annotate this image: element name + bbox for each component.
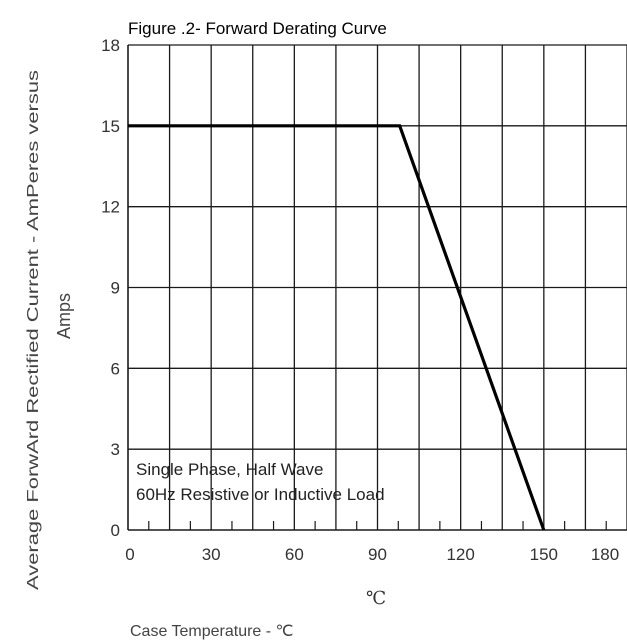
grid xyxy=(127,44,627,531)
x-tick-label-180: 180 xyxy=(591,545,619,564)
y-tick-label-18: 18 xyxy=(101,36,120,55)
y-tick-label-0: 0 xyxy=(111,521,120,540)
annotation-line-1: Single Phase, Half Wave xyxy=(136,460,323,479)
x-tick-labels: 0 30 60 90 120 150 180 xyxy=(125,545,619,564)
x-tick-label-150: 150 xyxy=(530,545,558,564)
y-tick-label-6: 6 xyxy=(111,359,120,378)
x-tick-label-120: 120 xyxy=(446,545,474,564)
y-tick-labels: 0 3 6 9 12 15 18 xyxy=(101,36,120,540)
y-tick-label-3: 3 xyxy=(111,440,120,459)
chart-title: Figure .2- Forward Derating Curve xyxy=(128,19,387,38)
x-tick-label-60: 60 xyxy=(285,545,304,564)
y-tick-label-9: 9 xyxy=(111,279,120,298)
y-axis-label-line-2: Amps xyxy=(54,293,74,339)
x-tick-label-30: 30 xyxy=(202,545,221,564)
x-axis-unit: ℃ xyxy=(366,588,386,609)
annotation-line-2: 60Hz Resistive or Inductive Load xyxy=(136,485,385,504)
derating-curve-line-0 xyxy=(128,124,546,531)
y-tick-label-12: 12 xyxy=(101,198,120,217)
y-axis-label-line-1: Average ForwArd Rectified Current - AmPe… xyxy=(25,70,42,590)
x-tick-label-0: 0 xyxy=(125,545,134,564)
x-tick-label-90: 90 xyxy=(368,545,387,564)
y-tick-label-15: 15 xyxy=(101,117,120,136)
x-axis-label: Case Temperature - ℃ xyxy=(130,623,294,640)
derating-curve-series xyxy=(128,124,546,531)
